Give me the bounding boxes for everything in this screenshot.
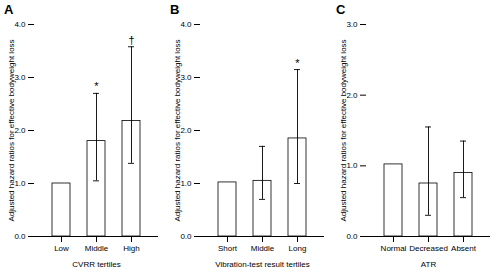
svg-text:Normal: Normal	[381, 244, 407, 253]
svg-text:1.0: 1.0	[346, 161, 358, 171]
svg-text:4.0: 4.0	[180, 20, 192, 29]
html-text:C: C	[336, 2, 346, 17]
html-text:A: A	[4, 2, 14, 17]
svg-text:Low: Low	[54, 244, 69, 253]
svg-text:*: *	[94, 80, 99, 92]
svg-text:†: †	[128, 34, 134, 46]
svg-text:3.0: 3.0	[180, 73, 192, 83]
svg-text:Adjusted hazard ratios for eff: Adjusted hazard ratios for effective bod…	[339, 39, 348, 221]
svg-text:3.0: 3.0	[346, 20, 358, 29]
svg-text:Middle: Middle	[85, 244, 109, 253]
svg-text:Absent: Absent	[451, 244, 477, 253]
svg-text:ATR: ATR	[421, 260, 437, 269]
svg-text:Middle: Middle	[251, 244, 275, 253]
svg-text:High: High	[123, 244, 139, 253]
svg-text:*: *	[295, 57, 300, 69]
svg-text:Vibration-test result tertiles: Vibration-test result tertiles	[215, 260, 310, 269]
svg-text:CVRR tertiles: CVRR tertiles	[72, 260, 120, 269]
svg-text:1.0: 1.0	[14, 179, 26, 189]
svg-text:1.0: 1.0	[180, 179, 192, 189]
svg-text:Adjusted hazard ratios for eff: Adjusted hazard ratios for effective bod…	[173, 39, 182, 221]
svg-text:Short: Short	[218, 244, 238, 253]
svg-text:0.0: 0.0	[180, 232, 192, 241]
svg-text:Adjusted hazard ratios for eff: Adjusted hazard ratios for effective bod…	[7, 39, 16, 221]
svg-text:0.0: 0.0	[14, 232, 26, 241]
svg-text:Decreased: Decreased	[409, 244, 448, 253]
html-text:B: B	[170, 2, 180, 17]
svg-text:0.0: 0.0	[346, 232, 358, 241]
svg-text:4.0: 4.0	[14, 20, 26, 29]
svg-text:3.0: 3.0	[14, 73, 26, 83]
svg-text:2.0: 2.0	[180, 126, 192, 136]
svg-text:Long: Long	[289, 244, 307, 253]
svg-text:2.0: 2.0	[346, 90, 358, 100]
svg-text:2.0: 2.0	[14, 126, 26, 136]
